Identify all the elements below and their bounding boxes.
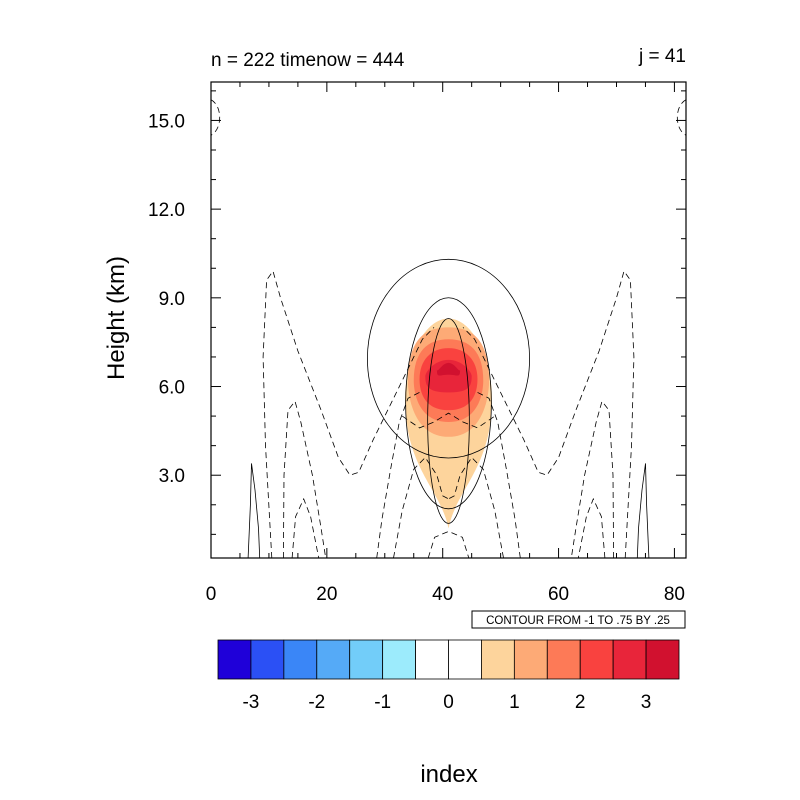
colorbar-label: 1 bbox=[509, 692, 520, 713]
colorbar-swatch bbox=[546, 639, 581, 680]
y-axis-label: Height (km) bbox=[103, 256, 130, 380]
x-tick-label: 80 bbox=[664, 584, 685, 605]
y-tick-label: 6.0 bbox=[159, 378, 185, 399]
contour-line bbox=[427, 318, 470, 524]
colorbar: -3 -2 -1 0 1 2 3 bbox=[217, 639, 680, 713]
contour-line bbox=[210, 99, 221, 136]
contour-line bbox=[393, 456, 449, 559]
contour-line bbox=[477, 392, 521, 559]
colorbar-label: -2 bbox=[308, 692, 325, 713]
colorbar-swatch bbox=[382, 639, 416, 680]
colorbar-label: 0 bbox=[443, 692, 454, 713]
colorbar-swatch bbox=[645, 639, 680, 680]
contour-line bbox=[283, 400, 327, 559]
contour-line bbox=[247, 463, 261, 559]
axis-ticks: 0 20 40 60 80 3.0 6.0 9.0 12.0 15.0 bbox=[148, 82, 686, 605]
x-axis-label: index bbox=[420, 761, 477, 788]
x-tick-label: 60 bbox=[548, 584, 569, 605]
colorbar-swatch bbox=[481, 639, 515, 680]
colorbar-label: 3 bbox=[641, 692, 652, 713]
colorbar-swatch bbox=[283, 639, 318, 680]
title-right: j = 41 bbox=[638, 46, 686, 67]
colorbar-swatch bbox=[217, 639, 252, 680]
contour-line bbox=[577, 497, 606, 559]
x-tick-label: 40 bbox=[432, 584, 453, 605]
contour-line bbox=[636, 463, 650, 559]
x-tick-label: 20 bbox=[316, 584, 337, 605]
contour-lines bbox=[210, 99, 687, 559]
y-tick-label: 9.0 bbox=[159, 289, 185, 310]
colorbar-swatch bbox=[349, 639, 384, 680]
fill-band bbox=[425, 359, 472, 393]
contour-line bbox=[676, 99, 687, 136]
colorbar-label: -3 bbox=[242, 692, 259, 713]
shaded-field bbox=[405, 318, 492, 529]
y-tick-label: 15.0 bbox=[148, 111, 185, 132]
colorbar-swatch bbox=[579, 639, 614, 680]
colorbar-label: -1 bbox=[374, 692, 391, 713]
colorbar-label: 2 bbox=[575, 692, 586, 713]
contour-line bbox=[405, 297, 492, 510]
colorbar-swatch bbox=[612, 639, 647, 680]
contour-info-box bbox=[471, 610, 686, 629]
y-tick-label: 3.0 bbox=[159, 466, 185, 487]
colorbar-swatch bbox=[513, 639, 548, 680]
colorbar-swatch bbox=[415, 639, 449, 680]
contour-line bbox=[462, 270, 635, 559]
contour-line bbox=[291, 497, 320, 559]
colorbar-swatch bbox=[448, 639, 482, 680]
contour-line bbox=[448, 456, 504, 559]
contour-line bbox=[427, 530, 470, 559]
y-tick-label: 12.0 bbox=[148, 200, 185, 221]
plot-frame bbox=[210, 81, 687, 559]
title-left: n = 222 timenow = 444 bbox=[211, 50, 405, 71]
contour-line bbox=[401, 412, 496, 429]
contour-line bbox=[262, 270, 435, 559]
colorbar-swatch bbox=[250, 639, 285, 680]
fill-band bbox=[436, 362, 461, 376]
colorbar-swatch bbox=[316, 639, 351, 680]
contour-info-text: CONTOUR FROM -1 TO .75 BY .25 bbox=[486, 615, 670, 627]
contour-line bbox=[367, 258, 530, 459]
x-tick-label: 0 bbox=[206, 584, 217, 605]
contour-line bbox=[376, 392, 420, 559]
contour-line bbox=[570, 400, 614, 559]
